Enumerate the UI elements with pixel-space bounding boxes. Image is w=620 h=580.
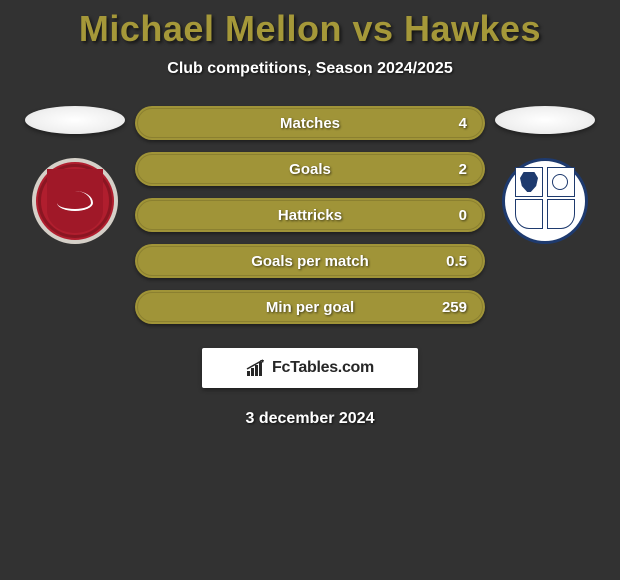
comparison-card: Michael Mellon vs Hawkes Club competitio… [0, 0, 620, 428]
main-area: Matches 4 Goals 2 Hattricks 0 Goals per … [0, 106, 620, 324]
player-right-column [495, 106, 595, 244]
stat-value-right: 0.5 [446, 253, 467, 270]
lion-icon [520, 172, 538, 192]
shrimp-icon [57, 191, 93, 211]
stat-label: Min per goal [266, 299, 354, 316]
player-right-photo [495, 106, 595, 134]
stat-label: Matches [280, 115, 340, 132]
stat-value-right: 2 [459, 161, 467, 178]
stat-value-right: 0 [459, 207, 467, 224]
page-title: Michael Mellon vs Hawkes [0, 8, 620, 50]
stat-label: Goals per match [251, 253, 369, 270]
stats-column: Matches 4 Goals 2 Hattricks 0 Goals per … [135, 106, 485, 324]
stat-row-goals: Goals 2 [135, 152, 485, 186]
football-icon [552, 174, 568, 190]
chart-icon [246, 359, 268, 377]
stat-row-goals-per-match: Goals per match 0.5 [135, 244, 485, 278]
tranmere-quadrant [515, 167, 543, 197]
branding-badge[interactable]: FcTables.com [202, 348, 418, 388]
stat-row-matches: Matches 4 [135, 106, 485, 140]
player-left-column [25, 106, 125, 244]
tranmere-quadrant [547, 199, 575, 229]
stat-label: Hattricks [278, 207, 342, 224]
stat-label: Goals [289, 161, 331, 178]
tranmere-quadrant [547, 167, 575, 197]
stat-value-right: 4 [459, 115, 467, 132]
stat-row-min-per-goal: Min per goal 259 [135, 290, 485, 324]
club-badge-right [502, 158, 588, 244]
player-left-photo [25, 106, 125, 134]
stat-row-hattricks: Hattricks 0 [135, 198, 485, 232]
club-badge-left [32, 158, 118, 244]
branding-text: FcTables.com [272, 359, 374, 377]
tranmere-shield [515, 167, 575, 235]
morecambe-shield [47, 169, 103, 233]
date-text: 3 december 2024 [0, 410, 620, 428]
stat-value-right: 259 [442, 299, 467, 316]
subtitle: Club competitions, Season 2024/2025 [0, 60, 620, 78]
tranmere-quadrant [515, 199, 543, 229]
